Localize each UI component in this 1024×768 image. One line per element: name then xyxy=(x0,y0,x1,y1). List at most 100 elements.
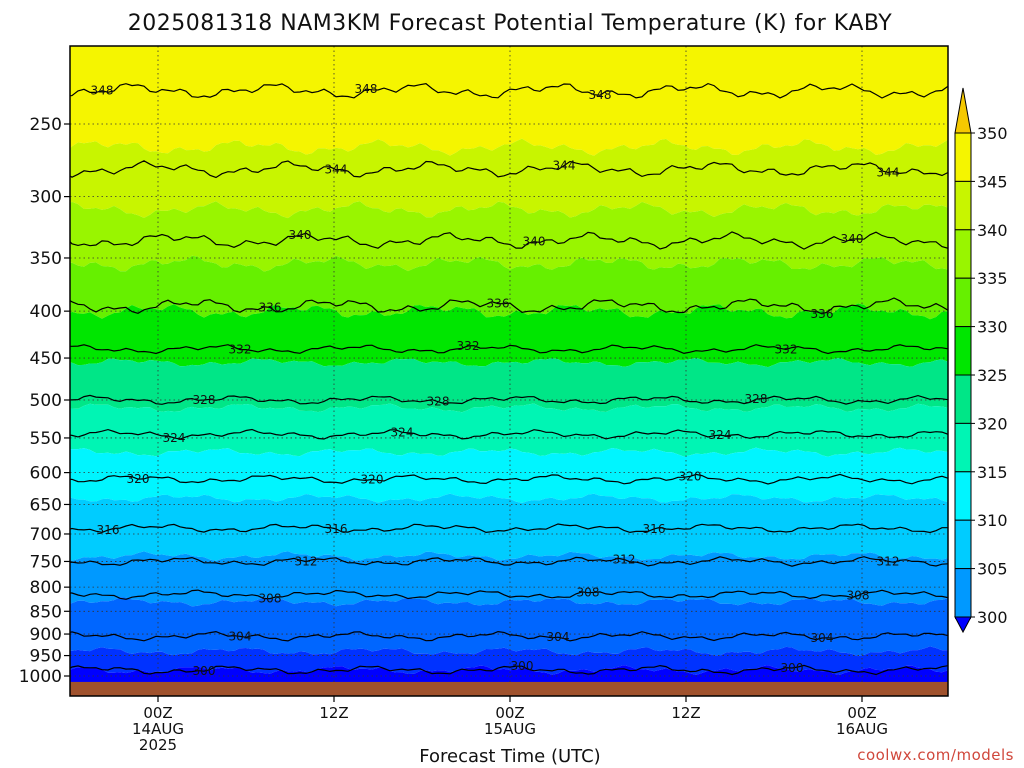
colorbar-label: 350 xyxy=(977,124,1008,143)
fill-band xyxy=(70,646,948,675)
contour-label: 304 xyxy=(811,631,834,645)
y-tick-label: 550 xyxy=(30,429,62,449)
fill-band xyxy=(70,403,948,457)
contour-label: 312 xyxy=(295,555,318,569)
contour-340 xyxy=(70,231,948,250)
x-tick-label: 00Z xyxy=(143,704,172,722)
contour-label: 300 xyxy=(781,661,804,675)
contour-label: 328 xyxy=(745,392,768,406)
x-tick-label: 14AUG xyxy=(132,720,184,738)
contour-label: 344 xyxy=(325,163,348,177)
y-tick-label: 850 xyxy=(30,602,62,622)
fill-band xyxy=(70,46,948,156)
colorbar-label: 305 xyxy=(977,560,1008,579)
x-tick-label: 2025 xyxy=(139,736,177,754)
contour-label: 344 xyxy=(877,165,900,179)
colorbar-segment xyxy=(954,277,972,328)
y-tick-label: 450 xyxy=(30,349,62,369)
contour-label: 348 xyxy=(355,82,378,96)
colorbar-segment xyxy=(954,374,972,424)
y-tick-label: 600 xyxy=(30,464,62,484)
colorbar-segment xyxy=(954,180,972,231)
contour-lines: 300 300 300 304 304 304 308 308 308 312 312 312 316 3… xyxy=(70,82,948,678)
contour-label: 312 xyxy=(877,554,900,568)
ground-surface xyxy=(70,681,948,696)
colorbar-label: 330 xyxy=(977,318,1008,337)
y-tick-label: 1000 xyxy=(19,667,62,687)
gridlines xyxy=(70,46,948,696)
pressure-axis: 250 300 350 400 450 500 550 600 650 700 750 800 850 9… xyxy=(19,115,70,687)
contour-300 xyxy=(70,664,948,676)
contour-label: 348 xyxy=(589,88,612,102)
contour-label: 332 xyxy=(457,339,480,353)
contour-label: 304 xyxy=(547,630,570,644)
colorbar-segment xyxy=(954,229,972,279)
temperature-fill-bands xyxy=(70,46,948,696)
y-tick-label: 650 xyxy=(30,495,62,515)
colorbar-label: 340 xyxy=(977,221,1008,240)
y-tick-label: 250 xyxy=(30,115,62,135)
plot-frame xyxy=(69,45,949,697)
contour-label: 308 xyxy=(577,586,600,600)
fill-band xyxy=(70,357,948,413)
colorbar-segment xyxy=(954,132,972,182)
contour-332 xyxy=(70,344,948,355)
contour-312 xyxy=(70,556,948,567)
contour-label: 344 xyxy=(553,159,576,173)
colorbar-label: 325 xyxy=(977,366,1008,385)
contour-label: 324 xyxy=(163,431,186,445)
x-axis-label: Forecast Time (UTC) xyxy=(419,746,600,767)
chart-title: 2025081318 NAM3KM Forecast Potential Tem… xyxy=(128,11,892,36)
contour-316 xyxy=(70,523,948,534)
colorbar-label: 320 xyxy=(977,414,1008,433)
contour-336 xyxy=(70,297,948,315)
contour-label: 312 xyxy=(613,552,636,566)
y-tick-label: 400 xyxy=(30,302,62,322)
contour-label: 340 xyxy=(289,228,312,242)
contour-328 xyxy=(70,394,948,405)
colorbar-top-arrow xyxy=(954,87,972,134)
colorbar-bottom-arrow xyxy=(954,616,972,634)
contour-label: 324 xyxy=(391,425,414,439)
fill-band xyxy=(70,597,948,657)
contour-label: 300 xyxy=(511,659,534,673)
y-tick-label: 350 xyxy=(30,249,62,269)
contour-304 xyxy=(70,630,948,642)
contour-label: 328 xyxy=(427,395,450,409)
y-tick-label: 300 xyxy=(30,188,62,208)
colorbar-segment xyxy=(954,471,972,521)
contour-label: 300 xyxy=(193,664,216,678)
y-tick-label: 500 xyxy=(30,391,62,411)
contour-label: 328 xyxy=(193,393,216,407)
fill-band xyxy=(70,255,948,320)
x-tick-label: 00Z xyxy=(847,704,876,722)
colorbar-label: 300 xyxy=(977,608,1008,627)
colorbar-label: 315 xyxy=(977,463,1008,482)
contour-label: 348 xyxy=(91,84,114,98)
contour-label: 336 xyxy=(487,297,510,311)
x-tick-label: 12Z xyxy=(671,704,700,722)
y-tick-label: 900 xyxy=(30,625,62,645)
y-tick-label: 750 xyxy=(30,552,62,572)
colorbar-segment xyxy=(954,326,972,376)
colorbar-label: 310 xyxy=(977,511,1008,530)
contour-label: 308 xyxy=(847,589,870,603)
y-tick-label: 700 xyxy=(30,525,62,545)
contour-label: 324 xyxy=(709,428,732,442)
colorbar-segment xyxy=(954,568,972,618)
colorbar-label: 345 xyxy=(977,172,1008,191)
contour-label: 316 xyxy=(325,522,348,536)
contour-label: 320 xyxy=(127,472,150,486)
contour-label: 332 xyxy=(775,343,798,357)
contour-348 xyxy=(70,82,948,99)
x-tick-label: 15AUG xyxy=(484,720,536,738)
contour-308 xyxy=(70,589,948,600)
contour-320 xyxy=(70,473,948,485)
contour-324 xyxy=(70,428,948,440)
contour-label: 340 xyxy=(841,232,864,246)
fill-band xyxy=(70,493,948,561)
x-tick-label: 00Z xyxy=(495,704,524,722)
colorbar-segment xyxy=(954,422,972,473)
